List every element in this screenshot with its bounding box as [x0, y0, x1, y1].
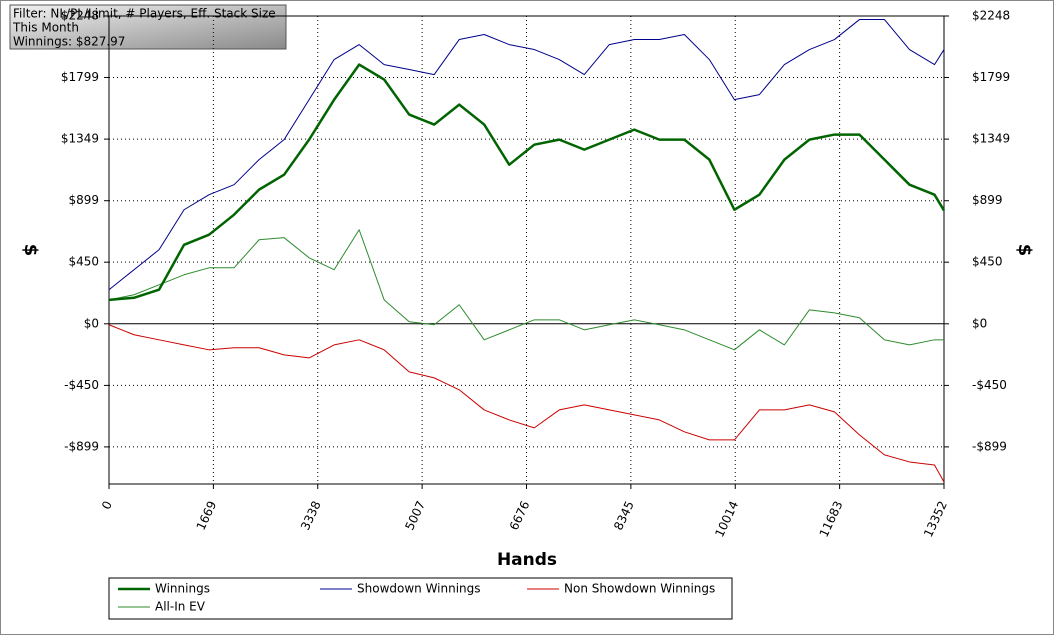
- series-line: [108, 19, 945, 291]
- filter-period: This Month: [12, 21, 79, 35]
- y2-tick-label: $1349: [972, 132, 1010, 146]
- y-tick-label: $1349: [61, 132, 99, 146]
- y-tick-label: -$450: [64, 378, 99, 392]
- y2-tick-label: $899: [972, 193, 1003, 207]
- y-tick-label: $1799: [61, 70, 99, 84]
- y2-tick-label: -$899: [972, 439, 1007, 453]
- filter-box: [9, 4, 287, 50]
- legend-label: Non Showdown Winnings: [564, 582, 715, 596]
- x-axis-label: Hands: [497, 550, 557, 570]
- legend-label: All-In EV: [155, 600, 206, 614]
- series-line: [108, 229, 944, 351]
- series-line: [108, 324, 945, 483]
- y2-tick-label: $2248: [972, 9, 1010, 23]
- y-tick-label: $0: [84, 316, 99, 330]
- y2-tick-label: $1799: [972, 70, 1010, 84]
- series-line: [108, 63, 946, 302]
- legend-label: Winnings: [155, 582, 210, 596]
- y2-axis-label: $: [1014, 244, 1035, 257]
- y2-tick-label: $0: [972, 316, 987, 330]
- y-tick-label: $899: [68, 193, 99, 207]
- y-tick-label: $2248: [61, 9, 99, 23]
- axes-box: [108, 15, 945, 485]
- filter-winnings: Winnings: $827.97: [13, 35, 125, 49]
- y2-tick-label: $450: [972, 255, 1003, 269]
- legend-label: Showdown Winnings: [357, 582, 481, 596]
- y-axis-label: $: [20, 244, 41, 257]
- y2-tick-label: -$450: [972, 378, 1007, 392]
- filter-text: Filter: NL/PL/Limit, # Players, Eff. Sta…: [13, 7, 276, 21]
- y-tick-label: -$899: [64, 439, 99, 453]
- legend: [108, 577, 733, 620]
- y-tick-label: $450: [68, 255, 99, 269]
